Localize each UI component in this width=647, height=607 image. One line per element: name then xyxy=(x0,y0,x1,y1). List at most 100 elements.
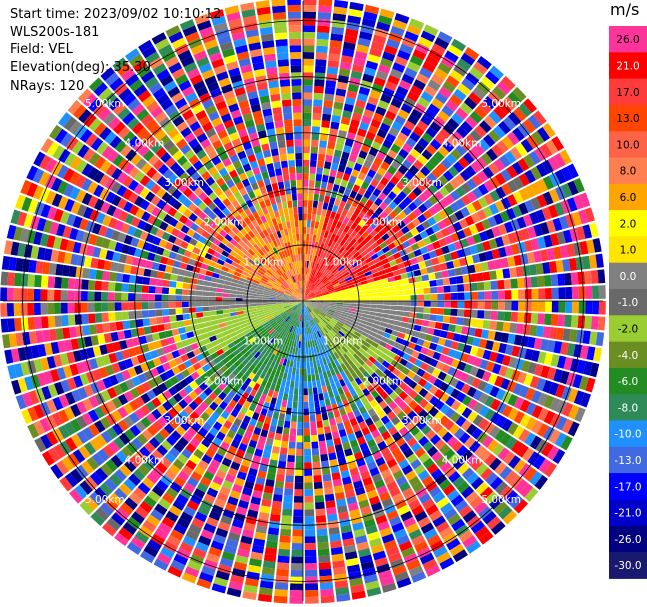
velocity-gate xyxy=(471,377,482,389)
velocity-gate xyxy=(388,314,397,320)
velocity-gate xyxy=(308,293,315,298)
velocity-gate xyxy=(383,539,398,550)
velocity-gate xyxy=(294,381,299,389)
velocity-gate xyxy=(513,107,527,122)
velocity-gate xyxy=(255,420,264,429)
velocity-gate xyxy=(231,335,239,342)
velocity-gate xyxy=(308,312,313,320)
velocity-gate xyxy=(307,200,313,208)
velocity-gate xyxy=(532,454,546,470)
velocity-gate xyxy=(339,158,348,167)
velocity-gate xyxy=(403,516,417,528)
velocity-gate xyxy=(202,291,210,297)
velocity-gate xyxy=(178,388,188,399)
velocity-gate xyxy=(317,257,322,264)
velocity-gate xyxy=(347,432,357,442)
velocity-gate xyxy=(316,323,322,331)
velocity-gate xyxy=(509,322,518,334)
velocity-gate xyxy=(336,136,346,145)
velocity-gate xyxy=(336,296,344,299)
velocity-gate xyxy=(260,429,269,438)
velocity-gate xyxy=(460,139,472,152)
velocity-gate xyxy=(319,140,328,148)
velocity-gate xyxy=(509,494,524,509)
velocity-gate xyxy=(325,333,331,341)
velocity-gate xyxy=(323,298,330,300)
velocity-gate xyxy=(444,194,455,205)
velocity-gate xyxy=(365,338,373,345)
velocity-gate xyxy=(473,501,488,515)
velocity-gate xyxy=(161,309,170,316)
velocity-gate xyxy=(288,318,293,325)
velocity-gate xyxy=(222,377,231,387)
velocity-gate xyxy=(39,417,52,433)
velocity-gate xyxy=(511,301,519,311)
velocity-gate xyxy=(451,518,466,532)
velocity-gate xyxy=(266,352,273,360)
velocity-gate xyxy=(298,341,301,349)
velocity-gate xyxy=(353,233,362,241)
velocity-gate xyxy=(424,160,436,172)
velocity-gate xyxy=(401,73,415,85)
velocity-gate xyxy=(339,223,347,231)
velocity-gate xyxy=(539,221,550,235)
velocity-gate xyxy=(388,552,402,563)
velocity-gate xyxy=(345,426,354,436)
velocity-gate xyxy=(309,254,313,262)
velocity-gate xyxy=(375,386,385,395)
velocity-gate xyxy=(341,337,349,344)
velocity-gate xyxy=(342,110,353,119)
velocity-gate xyxy=(303,126,311,133)
velocity-gate xyxy=(381,582,397,593)
velocity-gate xyxy=(418,203,428,214)
velocity-gate xyxy=(319,243,325,251)
velocity-gate xyxy=(357,325,365,332)
velocity-gate xyxy=(263,323,271,329)
velocity-gate xyxy=(401,316,410,323)
velocity-gate xyxy=(430,257,440,266)
velocity-gate xyxy=(384,250,393,258)
velocity-gate xyxy=(235,304,243,309)
velocity-gate xyxy=(393,377,403,386)
velocity-gate xyxy=(304,321,306,328)
velocity-gate xyxy=(391,185,402,196)
velocity-gate xyxy=(337,277,345,283)
velocity-gate xyxy=(408,165,420,176)
velocity-gate xyxy=(419,67,433,79)
velocity-gate xyxy=(282,322,288,329)
velocity-gate xyxy=(303,301,307,307)
velocity-gate xyxy=(333,235,340,243)
velocity-gate xyxy=(489,496,503,510)
velocity-gate xyxy=(443,170,454,182)
velocity-gate xyxy=(305,347,309,355)
velocity-gate xyxy=(156,552,172,565)
velocity-gate xyxy=(362,388,371,397)
velocity-gate xyxy=(227,372,236,382)
velocity-gate xyxy=(309,298,317,301)
velocity-gate xyxy=(465,374,476,386)
velocity-gate xyxy=(503,311,512,322)
velocity-gate xyxy=(409,426,421,437)
velocity-gate xyxy=(259,371,267,379)
velocity-gate xyxy=(297,314,301,321)
velocity-gate xyxy=(128,473,141,487)
velocity-gate xyxy=(173,553,189,566)
velocity-gate xyxy=(248,558,262,567)
velocity-gate xyxy=(272,355,279,363)
velocity-gate xyxy=(342,271,350,278)
velocity-gate xyxy=(444,293,452,300)
velocity-gate xyxy=(502,268,511,279)
velocity-gate xyxy=(414,344,423,353)
velocity-gate xyxy=(357,358,365,366)
velocity-gate xyxy=(388,281,396,287)
velocity-gate xyxy=(414,510,428,522)
velocity-gate xyxy=(414,359,423,368)
velocity-gate xyxy=(384,237,393,246)
velocity-gate xyxy=(374,135,385,145)
velocity-gate xyxy=(410,295,418,301)
velocity-gate xyxy=(183,384,194,395)
velocity-gate xyxy=(556,355,567,369)
velocity-gate xyxy=(348,570,362,580)
velocity-gate xyxy=(294,306,299,312)
velocity-gate xyxy=(523,98,537,113)
